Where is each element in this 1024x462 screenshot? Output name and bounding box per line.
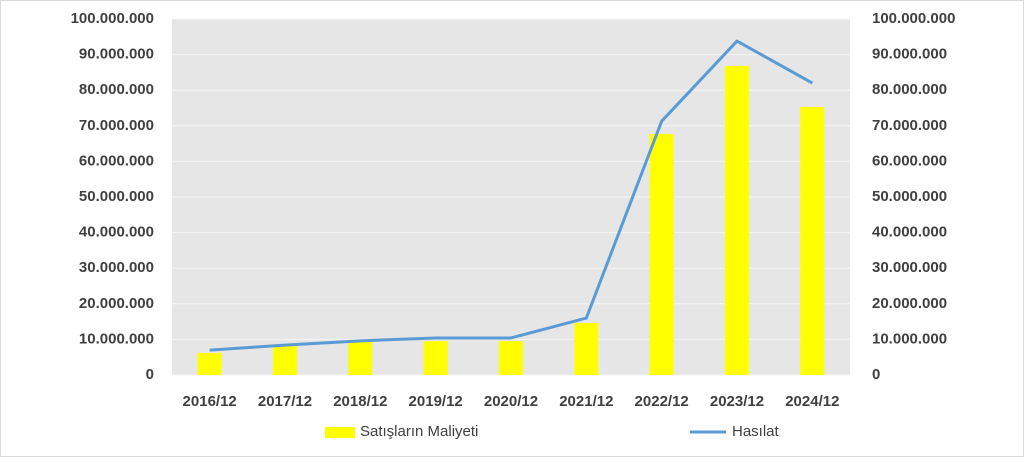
bar [725,65,749,375]
bar [423,341,448,375]
x-tick-label: 2017/12 [258,393,312,410]
legend-label: Hasılat [732,423,780,440]
y-tick-label: 100.000.000 [71,10,154,27]
y2-tick-label: 100.000.000 [872,10,955,27]
x-tick-label: 2016/12 [183,393,237,410]
y2-tick-label: 80.000.000 [872,81,947,98]
y2-tick-label: 70.000.000 [872,117,947,134]
x-tick-label: 2020/12 [484,393,538,410]
y-tick-label: 10.000.000 [79,330,154,347]
bar [273,346,297,375]
y2-tick-label: 30.000.000 [872,259,947,276]
y2-tick-label: 90.000.000 [872,46,947,63]
y-tick-label: 60.000.000 [79,152,154,169]
x-tick-label: 2022/12 [635,393,689,410]
y-tick-label: 70.000.000 [79,117,154,134]
bar [499,341,523,375]
y2-tick-label: 60.000.000 [872,152,947,169]
y2-tick-label: 40.000.000 [872,224,947,241]
bar [800,106,825,375]
y-tick-label: 80.000.000 [79,81,154,98]
bar [649,133,674,375]
y-tick-label: 90.000.000 [79,46,154,63]
bar [348,341,373,375]
y2-tick-label: 50.000.000 [872,188,947,205]
y-tick-label: 40.000.000 [79,224,154,241]
y2-tick-label: 20.000.000 [872,295,947,312]
legend-swatch [325,427,355,438]
x-tick-label: 2018/12 [333,393,387,410]
y-tick-label: 20.000.000 [79,295,154,312]
legend-label: Satışların Maliyeti [360,423,478,440]
x-tick-label: 2023/12 [710,393,764,410]
x-tick-label: 2019/12 [409,393,463,410]
y-tick-label: 50.000.000 [79,188,154,205]
bar [197,352,222,375]
x-tick-label: 2024/12 [785,393,839,410]
line [209,39,814,352]
y2-tick-label: 10.000.000 [872,330,947,347]
y-tick-label: 0 [146,366,154,383]
y-tick-label: 30.000.000 [79,259,154,276]
bar [574,323,599,375]
y2-tick-label: 0 [872,366,880,383]
x-tick-label: 2021/12 [559,393,613,410]
